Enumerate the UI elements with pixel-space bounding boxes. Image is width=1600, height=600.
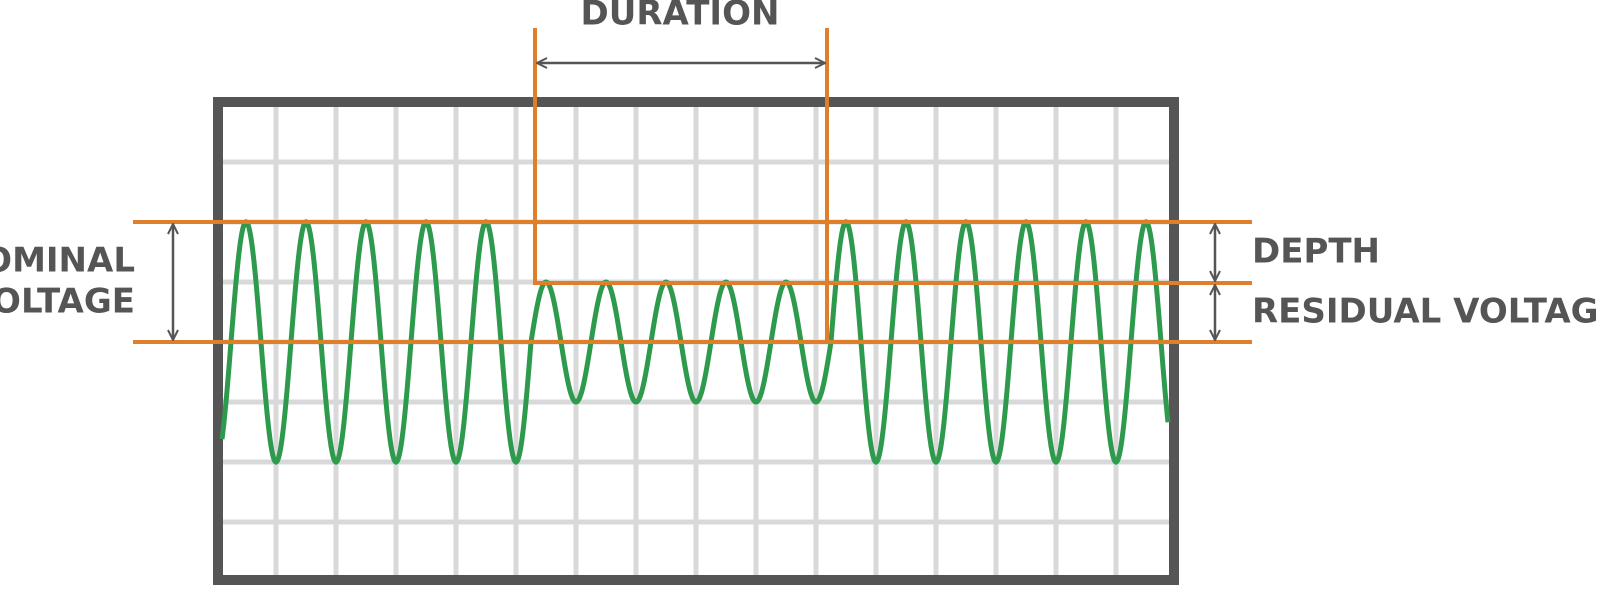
residual-label: RESIDUAL VOLTAGE bbox=[1252, 292, 1600, 332]
nominal-label: NOMINAL bbox=[0, 241, 135, 281]
depth-label: DEPTH bbox=[1252, 232, 1380, 272]
duration-label: DURATION bbox=[581, 0, 780, 34]
waveform bbox=[219, 219, 1171, 465]
nominal-label: VOLTAGE bbox=[0, 282, 135, 322]
